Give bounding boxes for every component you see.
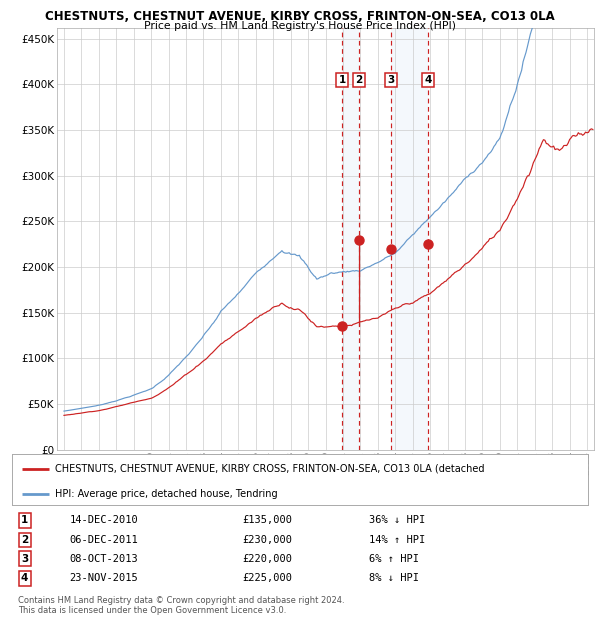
Text: 23-NOV-2015: 23-NOV-2015 <box>70 574 139 583</box>
Text: 4: 4 <box>425 75 432 85</box>
Text: £225,000: £225,000 <box>242 574 292 583</box>
Text: 2: 2 <box>356 75 363 85</box>
Text: 06-DEC-2011: 06-DEC-2011 <box>70 535 139 545</box>
Text: 1: 1 <box>338 75 346 85</box>
Text: 08-OCT-2013: 08-OCT-2013 <box>70 554 139 564</box>
Text: CHESTNUTS, CHESTNUT AVENUE, KIRBY CROSS, FRINTON-ON-SEA, CO13 0LA (detached: CHESTNUTS, CHESTNUT AVENUE, KIRBY CROSS,… <box>55 464 485 474</box>
Text: 36% ↓ HPI: 36% ↓ HPI <box>369 515 425 525</box>
Text: 2: 2 <box>21 535 28 545</box>
Text: 4: 4 <box>21 574 28 583</box>
Bar <box>342 28 359 449</box>
Text: Price paid vs. HM Land Registry's House Price Index (HPI): Price paid vs. HM Land Registry's House … <box>144 21 456 31</box>
Text: 6% ↑ HPI: 6% ↑ HPI <box>369 554 419 564</box>
Text: 3: 3 <box>388 75 395 85</box>
Text: £230,000: £230,000 <box>242 535 292 545</box>
Text: £135,000: £135,000 <box>242 515 292 525</box>
Text: 3: 3 <box>21 554 28 564</box>
Text: HPI: Average price, detached house, Tendring: HPI: Average price, detached house, Tend… <box>55 489 278 499</box>
Bar <box>391 28 428 449</box>
Text: 14-DEC-2010: 14-DEC-2010 <box>70 515 139 525</box>
Text: CHESTNUTS, CHESTNUT AVENUE, KIRBY CROSS, FRINTON-ON-SEA, CO13 0LA: CHESTNUTS, CHESTNUT AVENUE, KIRBY CROSS,… <box>45 10 555 23</box>
Text: 14% ↑ HPI: 14% ↑ HPI <box>369 535 425 545</box>
Text: £220,000: £220,000 <box>242 554 292 564</box>
Text: Contains HM Land Registry data © Crown copyright and database right 2024.: Contains HM Land Registry data © Crown c… <box>18 596 344 606</box>
Text: This data is licensed under the Open Government Licence v3.0.: This data is licensed under the Open Gov… <box>18 606 286 616</box>
Text: 8% ↓ HPI: 8% ↓ HPI <box>369 574 419 583</box>
Text: 1: 1 <box>21 515 28 525</box>
